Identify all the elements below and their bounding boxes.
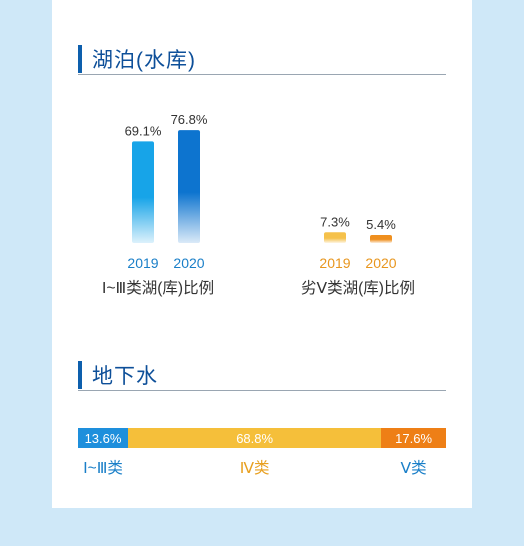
year-tick-label: 2019 — [127, 255, 158, 271]
groundwater-stacked-bar: 13.6% 68.8% 17.6% — [78, 428, 446, 448]
bar-value-label: 76.8% — [171, 112, 208, 127]
group-caption-inferior-class-5: 劣Ⅴ类湖(库)比例 — [301, 280, 415, 297]
groundwater-section-header: 地下水 — [78, 360, 158, 390]
content-card: 湖泊(水库) 69.1% 2019 76.8% 2020 7.3% 2019 5.4% 202… — [52, 0, 472, 508]
groundwater-category-label: Ⅳ类 — [239, 460, 270, 477]
lakes-section-title: 湖泊(水库) — [92, 49, 196, 72]
title-accent-bar — [78, 45, 82, 73]
groundwater-category-label: Ⅰ~Ⅲ类 — [83, 460, 123, 477]
bar-Ⅰ~Ⅲ类湖(库)比例-2020 — [178, 130, 200, 243]
lakes-title-rule — [78, 74, 446, 75]
group-caption-class-1-3: Ⅰ~Ⅲ类湖(库)比例 — [101, 280, 215, 297]
bar-劣Ⅴ类湖(库)比例-2020 — [370, 235, 392, 243]
bar-value-label: 5.4% — [366, 217, 396, 232]
year-tick-label: 2020 — [365, 255, 396, 271]
lake-bar-chart: 69.1% 2019 76.8% 2020 7.3% 2019 5.4% 2020 — [125, 112, 397, 271]
groundwater-title-rule — [78, 390, 446, 391]
groundwater-segment-2: 17.6% — [381, 428, 446, 448]
year-tick-label: 2020 — [173, 255, 204, 271]
bar-value-label: 7.3% — [320, 214, 350, 229]
bar-Ⅰ~Ⅲ类湖(库)比例-2019 — [132, 141, 154, 243]
title-accent-bar — [78, 361, 82, 389]
bar-value-label: 69.1% — [125, 123, 162, 138]
lakes-section-header: 湖泊(水库) — [78, 44, 196, 74]
bar-劣Ⅴ类湖(库)比例-2019 — [324, 232, 346, 243]
groundwater-section-title: 地下水 — [92, 365, 158, 388]
groundwater-segment-0: 13.6% — [78, 428, 129, 448]
year-tick-label: 2019 — [319, 255, 350, 271]
groundwater-segment-1: 68.8% — [128, 428, 382, 448]
groundwater-category-label: Ⅴ类 — [400, 460, 427, 477]
